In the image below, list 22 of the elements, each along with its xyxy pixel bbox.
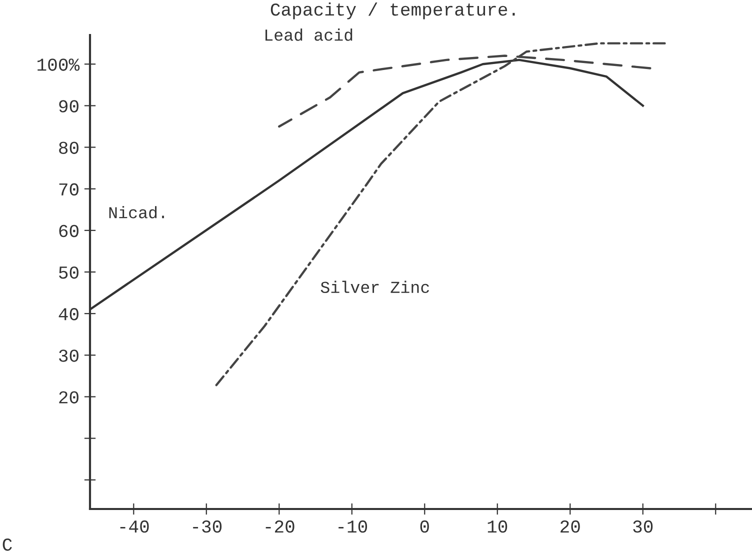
y-tick-label: 20	[59, 391, 78, 404]
x-axis-title: C	[2, 538, 12, 551]
series-label: Lead acid	[266, 28, 352, 41]
y-tick-label: 60	[59, 224, 78, 238]
text: Nicad.	[109, 206, 164, 218]
y-tick-label: 70	[59, 183, 78, 196]
x-tick-label: -10	[338, 520, 368, 533]
x-tick-label: 0	[420, 520, 429, 533]
x-tick-label: -30	[193, 520, 222, 533]
x-tick-label: 20	[560, 520, 580, 533]
x-tick-label: 30	[633, 520, 653, 533]
x-tick-label: -40	[120, 520, 149, 533]
y-tick-label: 30	[59, 350, 78, 362]
x-tick-label: 10	[488, 520, 508, 533]
x-tick-label: -20	[266, 520, 294, 533]
y-tick-label: 90	[59, 100, 78, 112]
series-label: Silver Zinc	[320, 280, 429, 294]
y-tick-label: 40	[58, 308, 78, 320]
y-tick-label: 100%	[38, 58, 80, 71]
chart-title: Capacity / temperature.	[270, 2, 515, 20]
y-tick-label: 80	[59, 142, 78, 154]
y-tick-label: 50	[59, 266, 78, 279]
